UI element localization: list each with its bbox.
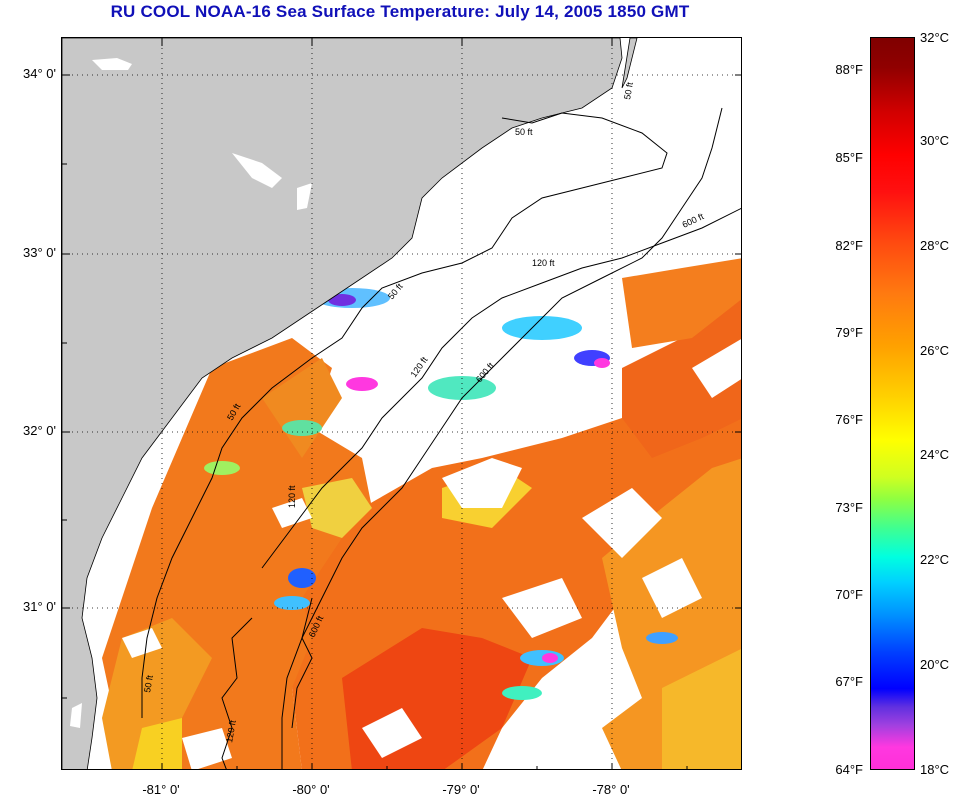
lat-label-34: 34° 0' bbox=[23, 66, 56, 81]
contour-label: 120 ft bbox=[287, 485, 297, 508]
contour-label: 50 ft bbox=[622, 81, 635, 100]
colorbar-label-f: 73°F bbox=[835, 500, 863, 515]
colorbar-label-f: 82°F bbox=[835, 238, 863, 253]
colorbar-label-c: 24°C bbox=[920, 447, 950, 462]
contour-label: 120 ft bbox=[532, 258, 555, 268]
map-title: RU COOL NOAA-16 Sea Surface Temperature:… bbox=[110, 2, 690, 21]
sst-map-canvas: 50 ft 50 ft 120 ft 600 ft 120 ft 600 ft … bbox=[62, 38, 741, 769]
colorbar-label-c: 18°C bbox=[920, 762, 950, 777]
contour-label: 50 ft bbox=[386, 281, 405, 301]
colorbar-label-f: 76°F bbox=[835, 412, 863, 427]
colorbar-label-f: 85°F bbox=[835, 150, 863, 165]
colorbar-label-f: 70°F bbox=[835, 587, 863, 602]
colorbar-label-c: 22°C bbox=[920, 552, 950, 567]
contour-label: 50 ft bbox=[515, 127, 533, 137]
colorbar-label-c: 20°C bbox=[920, 657, 950, 672]
lat-lon-grid bbox=[62, 38, 741, 769]
colorbar-label-f: 64°F bbox=[835, 762, 863, 777]
colorbar-label-f: 79°F bbox=[835, 325, 863, 340]
colorbar-label-c: 26°C bbox=[920, 343, 950, 358]
lat-label-32: 32° 0' bbox=[23, 423, 56, 438]
temperature-colorbar bbox=[870, 37, 915, 770]
colorbar-label-c: 32°C bbox=[920, 30, 950, 45]
cloud-mask bbox=[122, 339, 741, 769]
lon-label-78: -78° 0' bbox=[592, 782, 630, 797]
sst-map[interactable]: 50 ft 50 ft 120 ft 600 ft 120 ft 600 ft … bbox=[61, 37, 742, 770]
colorbar-label-f: 67°F bbox=[835, 674, 863, 689]
inland-water bbox=[70, 58, 312, 728]
contour-label: 120 ft bbox=[224, 719, 238, 743]
colorbar-label-f: 88°F bbox=[835, 62, 863, 77]
axis-ticks bbox=[62, 38, 741, 769]
contour-label: 600 ft bbox=[681, 211, 706, 230]
lat-label-31: 31° 0' bbox=[23, 599, 56, 614]
lon-label-80: -80° 0' bbox=[292, 782, 330, 797]
lon-label-79: -79° 0' bbox=[442, 782, 480, 797]
land-mass bbox=[62, 38, 623, 769]
colorbar-label-c: 28°C bbox=[920, 238, 950, 253]
lon-label-81: -81° 0' bbox=[142, 782, 180, 797]
lat-label-33: 33° 0' bbox=[23, 245, 56, 260]
contour-label: 50 ft bbox=[142, 674, 155, 693]
colorbar-label-c: 30°C bbox=[920, 133, 950, 148]
contour-label: 120 ft bbox=[408, 355, 429, 380]
